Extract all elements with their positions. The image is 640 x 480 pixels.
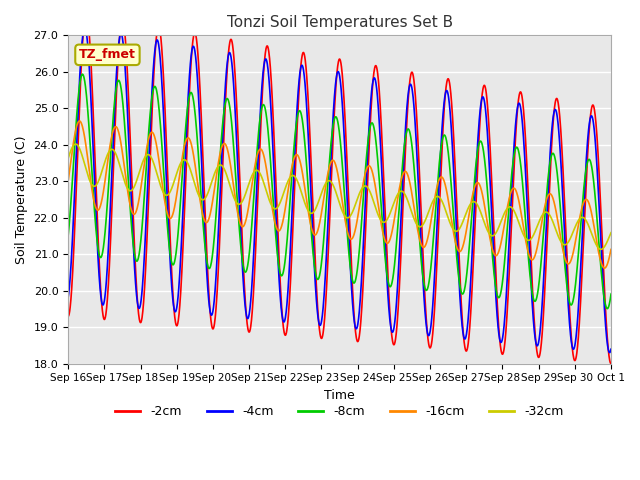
-4cm (607, 346, 615, 352)
-2cm (83, 10, 90, 16)
Legend: -2cm, -4cm, -8cm, -16cm, -32cm: -2cm, -4cm, -8cm, -16cm, -32cm (110, 400, 569, 423)
-32cm (597, 246, 605, 252)
-32cm (72, 141, 79, 147)
-32cm (64, 156, 72, 161)
Line: -2cm: -2cm (68, 13, 611, 364)
-8cm (559, 242, 567, 248)
-32cm (607, 230, 615, 236)
-2cm (367, 105, 375, 110)
-4cm (216, 198, 223, 204)
-16cm (575, 223, 582, 228)
Line: -32cm: -32cm (68, 144, 611, 249)
-8cm (575, 252, 582, 257)
-2cm (355, 333, 363, 339)
-8cm (355, 248, 363, 253)
Y-axis label: Soil Temperature (C): Soil Temperature (C) (15, 135, 28, 264)
-2cm (64, 313, 72, 319)
-32cm (355, 191, 363, 197)
-4cm (497, 339, 505, 345)
-8cm (79, 72, 86, 77)
-2cm (497, 349, 505, 355)
-16cm (355, 204, 363, 210)
-8cm (607, 291, 615, 297)
Text: TZ_fmet: TZ_fmet (79, 48, 136, 61)
X-axis label: Time: Time (324, 389, 355, 402)
-8cm (367, 121, 375, 127)
-4cm (64, 295, 72, 300)
-4cm (355, 309, 363, 314)
Line: -16cm: -16cm (68, 121, 611, 268)
-16cm (216, 152, 223, 158)
-32cm (559, 241, 567, 247)
-32cm (497, 218, 505, 224)
-2cm (216, 235, 223, 240)
-16cm (600, 265, 608, 271)
-4cm (575, 306, 582, 312)
-4cm (605, 350, 613, 356)
-8cm (604, 306, 611, 312)
-32cm (367, 192, 375, 197)
-16cm (607, 247, 615, 252)
-4cm (559, 204, 567, 210)
-16cm (367, 166, 375, 171)
-4cm (81, 24, 88, 30)
Title: Tonzi Soil Temperatures Set B: Tonzi Soil Temperatures Set B (227, 15, 452, 30)
Line: -8cm: -8cm (68, 74, 611, 309)
-16cm (64, 178, 72, 184)
-8cm (497, 287, 505, 293)
-2cm (575, 335, 582, 341)
Line: -4cm: -4cm (68, 27, 611, 353)
-32cm (216, 162, 223, 168)
-16cm (497, 238, 505, 244)
-16cm (76, 118, 83, 124)
-32cm (575, 217, 582, 223)
-8cm (216, 157, 223, 163)
-2cm (559, 171, 567, 177)
-16cm (559, 249, 567, 254)
-4cm (367, 94, 375, 99)
-8cm (64, 233, 72, 239)
-2cm (607, 361, 615, 367)
